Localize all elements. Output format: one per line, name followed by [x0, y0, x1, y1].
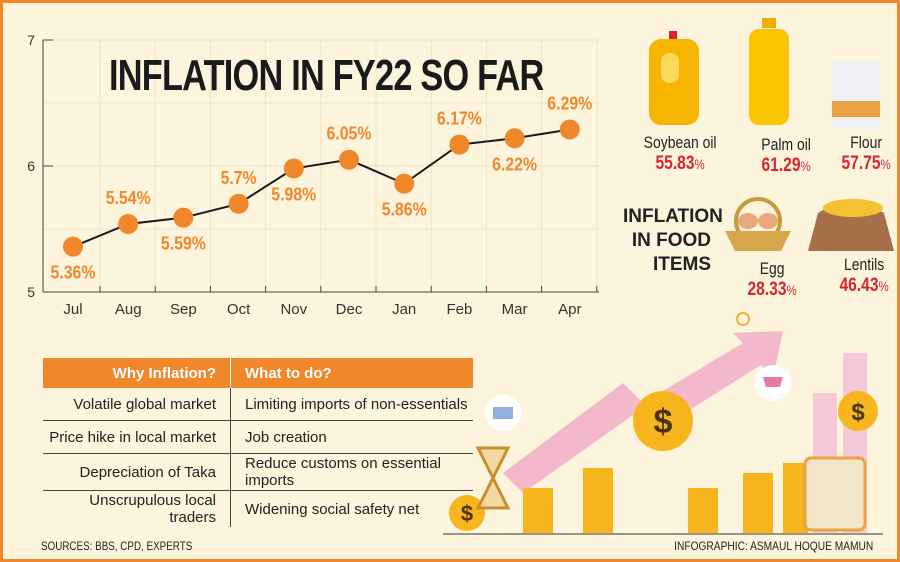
data-point	[504, 128, 525, 149]
food-name: Soybean oil	[643, 133, 717, 152]
data-label: 5.54%	[106, 188, 151, 208]
svg-text:$: $	[654, 403, 673, 441]
column-header: Why Inflation?	[43, 358, 231, 388]
calculator-icon	[803, 456, 867, 532]
credit-text: INFOGRAPHIC: ASMAUL HOQUE MAMUN	[673, 539, 873, 553]
data-point	[449, 134, 470, 155]
data-point	[63, 236, 83, 257]
x-tick-label: Jan	[392, 301, 416, 318]
x-tick-label: Mar	[502, 301, 528, 318]
x-tick-label: Dec	[336, 301, 363, 318]
food-name: Flour	[850, 133, 882, 152]
sources-text: SOURCES: BBS, CPD, EXPERTS	[41, 539, 193, 553]
food-item-lentils: Lentils 46.43%	[819, 255, 897, 297]
dollar-coin-icon: $	[838, 391, 878, 431]
y-tick-label: 5	[27, 284, 35, 300]
data-label: 6.17%	[437, 109, 482, 129]
x-tick-label: Feb	[446, 301, 472, 318]
table-header-row: Why Inflation? What to do?	[43, 358, 473, 388]
series-line	[72, 128, 570, 248]
table-row: Volatile global market Limiting imports o…	[43, 388, 473, 421]
x-tick-label: Jul	[63, 301, 82, 318]
inflation-line-chart: 5 6 7 Jul Aug Sep Oct Nov Dec Jan Feb Mar Apr 5.36% 5.…	[27, 32, 599, 318]
data-point	[173, 207, 194, 228]
data-label: 5.7%	[221, 168, 257, 188]
data-label: 5.98%	[271, 185, 316, 205]
svg-text:$: $	[851, 399, 865, 426]
dollar-coin-icon: $	[633, 391, 693, 451]
table-row: Depreciation of Taka Reduce customs on es…	[43, 453, 473, 491]
table-row: Price hike in local market Job creation	[43, 420, 473, 454]
food-item-palm-oil: Palm oil 61.29%	[741, 135, 831, 177]
food-value: 57.75%	[841, 153, 891, 174]
data-label: 5.59%	[161, 234, 206, 254]
data-point	[559, 119, 580, 140]
finance-growth-illustration: $ $ $	[443, 331, 883, 535]
decor-circle-icon	[736, 312, 750, 326]
food-value: 46.43%	[839, 275, 889, 296]
x-tick-label: Oct	[227, 301, 251, 318]
food-name: Lentils	[843, 255, 885, 274]
svg-text:$: $	[461, 501, 473, 526]
soybean-oil-jug-icon	[649, 31, 699, 125]
food-item-flour: Flour 57.75%	[821, 133, 897, 175]
hourglass-icon	[475, 446, 511, 510]
food-item-soybean-oil: Soybean oil 55.83%	[635, 133, 725, 175]
food-value: 28.33%	[747, 279, 797, 300]
flour-bag-icon	[832, 61, 880, 129]
y-tick-label: 7	[27, 32, 35, 48]
inflation-causes-table: Why Inflation? What to do? Volatile globa…	[43, 358, 473, 527]
food-illustrations	[649, 18, 894, 326]
data-point	[228, 193, 249, 214]
x-tick-label: Nov	[280, 301, 307, 318]
shopping-cart-icon	[755, 365, 791, 401]
chart-title: INFLATION IN FY22 SO FAR	[109, 51, 544, 100]
data-label: 6.22%	[492, 154, 537, 174]
data-point	[118, 213, 139, 234]
data-point	[394, 173, 415, 194]
lentils-sack-icon	[808, 199, 894, 251]
palm-oil-bottle-icon	[749, 18, 789, 125]
column-header: What to do?	[230, 358, 473, 388]
food-value: 61.29%	[761, 155, 811, 176]
x-tick-label: Sep	[170, 301, 197, 318]
data-label: 5.36%	[51, 263, 96, 283]
food-value: 55.83%	[655, 153, 705, 174]
egg-basket-icon	[725, 197, 791, 251]
data-label: 5.86%	[382, 200, 427, 220]
y-tick-label: 6	[27, 158, 35, 174]
data-label: 6.29%	[547, 93, 592, 113]
table-row: Unscrupulous local traders Widening socia…	[43, 490, 473, 527]
dollar-coin-icon: $	[449, 495, 485, 531]
store-icon	[485, 395, 521, 431]
x-tick-label: Aug	[115, 301, 142, 318]
data-point	[339, 149, 359, 170]
data-label: 6.05%	[327, 124, 372, 144]
x-tick-label: Apr	[558, 301, 581, 318]
food-item-egg: Egg 28.33%	[727, 259, 817, 301]
data-point	[283, 158, 304, 179]
food-name: Egg	[759, 259, 785, 278]
food-inflation-heading: INFLATION IN FOOD ITEMS	[623, 206, 723, 275]
food-name: Palm oil	[761, 135, 811, 154]
